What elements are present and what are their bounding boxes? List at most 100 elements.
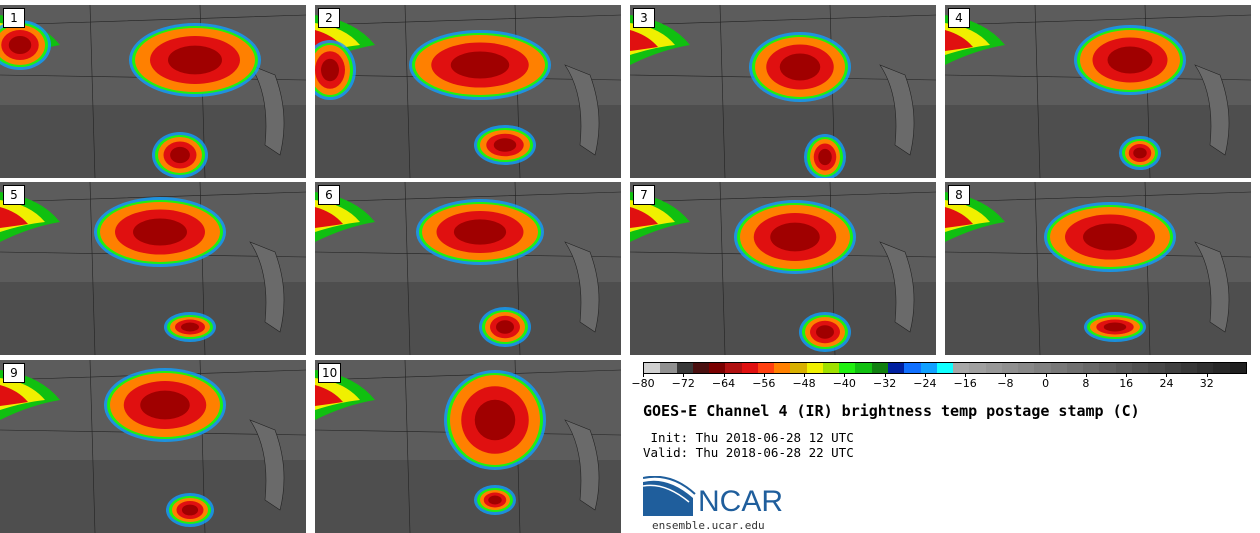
colorbar-tick-label: −40 bbox=[832, 377, 856, 390]
colorbar-segment bbox=[1197, 363, 1214, 373]
postage-stamp-panel: 8 bbox=[945, 182, 1251, 355]
website-url: ensemble.ucar.edu bbox=[652, 519, 765, 532]
colorbar-segment bbox=[676, 363, 693, 373]
colorbar-tick-label: −80 bbox=[631, 377, 655, 390]
panel-number-label: 9 bbox=[3, 363, 25, 383]
colorbar-tick-mark bbox=[683, 373, 685, 377]
satellite-ir-image bbox=[0, 360, 306, 533]
colorbar-tick-label: −48 bbox=[792, 377, 816, 390]
colorbar-segment bbox=[871, 363, 888, 373]
satellite-ir-image bbox=[315, 360, 621, 533]
colorbar-segment bbox=[1229, 363, 1246, 373]
colorbar-segment bbox=[839, 363, 856, 373]
panel-number-label: 7 bbox=[633, 185, 655, 205]
colorbar-segment bbox=[644, 363, 661, 373]
colorbar-tick-mark bbox=[723, 373, 725, 377]
colorbar-segment bbox=[774, 363, 791, 373]
colorbar-tick-label: 8 bbox=[1082, 377, 1090, 390]
colorbar-segment bbox=[969, 363, 986, 373]
colorbar-tick-mark bbox=[1166, 373, 1168, 377]
panel-number-label: 4 bbox=[948, 8, 970, 28]
satellite-ir-image bbox=[630, 182, 936, 355]
colorbar-tick-mark bbox=[884, 373, 886, 377]
satellite-ir-image bbox=[0, 182, 306, 355]
satellite-ir-image bbox=[0, 5, 306, 178]
colorbar-segment bbox=[887, 363, 905, 373]
postage-stamp-panel: 3 bbox=[630, 5, 936, 178]
colorbar-tick-mark bbox=[643, 373, 644, 377]
panel-number-label: 8 bbox=[948, 185, 970, 205]
colorbar-tick-label: −72 bbox=[671, 377, 695, 390]
satellite-ir-image bbox=[945, 5, 1251, 178]
colorbar-segment bbox=[709, 363, 726, 373]
postage-stamp-panel: 10 bbox=[315, 360, 621, 533]
colorbar-tick-label: 0 bbox=[1042, 377, 1050, 390]
colorbar-segment bbox=[660, 363, 677, 373]
colorbar-segment bbox=[1034, 363, 1051, 373]
colorbar-tick-mark bbox=[1005, 373, 1007, 377]
colorbar-segment bbox=[1115, 363, 1132, 373]
panel-number-label: 3 bbox=[633, 8, 655, 28]
colorbar-segment bbox=[1083, 363, 1100, 373]
ncar-logo-text: NCAR bbox=[698, 485, 784, 518]
satellite-ir-image bbox=[315, 182, 621, 355]
colorbar-tick-mark bbox=[763, 373, 765, 377]
ncar-logo-icon bbox=[643, 476, 696, 516]
colorbar-tick-label: 32 bbox=[1199, 377, 1214, 390]
colorbar-segment bbox=[790, 363, 807, 373]
colorbar-segment bbox=[806, 363, 823, 373]
colorbar-tick-mark bbox=[1045, 373, 1047, 377]
postage-stamp-panel: 1 bbox=[0, 5, 306, 178]
colorbar-segment bbox=[920, 363, 937, 373]
colorbar-segment bbox=[1131, 363, 1149, 373]
colorbar-segment bbox=[1148, 363, 1165, 373]
panel-number-label: 5 bbox=[3, 185, 25, 205]
colorbar-tick-label: −64 bbox=[711, 377, 736, 390]
colorbar-tick-label: −24 bbox=[913, 377, 937, 390]
colorbar-segment bbox=[985, 363, 1002, 373]
colorbar-segment bbox=[1018, 363, 1035, 373]
colorbar-tick-label: −32 bbox=[872, 377, 897, 390]
colorbar-segment bbox=[725, 363, 742, 373]
colorbar-tick-mark bbox=[844, 373, 846, 377]
colorbar-segment bbox=[1213, 363, 1230, 373]
colorbar-segment bbox=[757, 363, 775, 373]
colorbar-segment bbox=[855, 363, 872, 373]
colorbar-tick-mark bbox=[1206, 373, 1208, 377]
colorbar bbox=[643, 362, 1247, 374]
figure-title: GOES-E Channel 4 (IR) brightness temp po… bbox=[643, 402, 1140, 420]
satellite-ir-image bbox=[945, 182, 1251, 355]
colorbar-tick-label: −8 bbox=[997, 377, 1014, 390]
panel-number-label: 6 bbox=[318, 185, 340, 205]
colorbar-segment bbox=[692, 363, 710, 373]
colorbar-tick-mark bbox=[965, 373, 967, 377]
postage-stamp-panel: 4 bbox=[945, 5, 1251, 178]
postage-stamp-panel: 5 bbox=[0, 182, 306, 355]
init-time: Init: Thu 2018-06-28 12 UTC bbox=[643, 430, 854, 445]
colorbar-segment bbox=[822, 363, 840, 373]
colorbar-tick-mark bbox=[1126, 373, 1128, 377]
panel-number-label: 2 bbox=[318, 8, 340, 28]
valid-time: Valid: Thu 2018-06-28 22 UTC bbox=[643, 445, 854, 460]
satellite-ir-image bbox=[630, 5, 936, 178]
postage-stamp-panel: 2 bbox=[315, 5, 621, 178]
colorbar-segment bbox=[1001, 363, 1019, 373]
colorbar-tick-label: −16 bbox=[953, 377, 977, 390]
panel-number-label: 10 bbox=[318, 363, 342, 383]
colorbar-tick-label: 16 bbox=[1119, 377, 1134, 390]
colorbar-segment bbox=[1066, 363, 1084, 373]
postage-stamp-panel: 7 bbox=[630, 182, 936, 355]
colorbar-segment bbox=[1180, 363, 1198, 373]
colorbar-tick-mark bbox=[804, 373, 806, 377]
postage-stamp-panel: 9 bbox=[0, 360, 306, 533]
colorbar-tick-mark bbox=[1085, 373, 1087, 377]
colorbar-tick-label: −56 bbox=[752, 377, 776, 390]
colorbar-tick-mark bbox=[924, 373, 926, 377]
colorbar-segment bbox=[1164, 363, 1181, 373]
postage-stamp-panel: 6 bbox=[315, 182, 621, 355]
colorbar-ticks: −80 −72 −64 −56 −48 −40 −32 −24 −16 −8 0 8 16 24 32 bbox=[631, 373, 1247, 391]
satellite-ir-image bbox=[315, 5, 621, 178]
colorbar-segment bbox=[953, 363, 970, 373]
colorbar-segment bbox=[1050, 363, 1067, 373]
colorbar-segment bbox=[741, 363, 758, 373]
